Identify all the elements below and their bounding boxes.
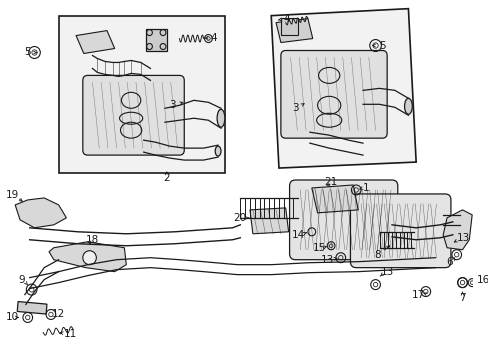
Text: 21: 21 (324, 177, 337, 187)
Text: 3: 3 (169, 100, 176, 110)
Text: 7: 7 (458, 293, 465, 302)
Ellipse shape (217, 109, 224, 127)
Text: 17: 17 (410, 289, 424, 300)
Text: 19: 19 (6, 190, 19, 200)
Text: 11: 11 (63, 329, 77, 339)
Text: 4: 4 (283, 14, 289, 24)
Text: 9: 9 (19, 275, 25, 285)
Bar (145, 28, 166, 50)
Text: 12: 12 (52, 310, 65, 319)
Text: 5: 5 (378, 41, 385, 50)
Text: 2: 2 (163, 173, 170, 183)
Text: 16: 16 (476, 275, 488, 285)
Text: 6: 6 (446, 257, 452, 267)
Polygon shape (311, 185, 357, 213)
Text: 1: 1 (362, 183, 368, 193)
Text: 18: 18 (86, 235, 99, 245)
FancyBboxPatch shape (82, 75, 184, 155)
Text: 3: 3 (291, 103, 298, 113)
Text: 10: 10 (6, 312, 19, 323)
FancyBboxPatch shape (289, 180, 397, 260)
Polygon shape (76, 31, 115, 54)
Text: 13: 13 (380, 267, 393, 276)
Polygon shape (49, 242, 126, 272)
Polygon shape (442, 210, 471, 250)
Ellipse shape (82, 251, 96, 265)
Ellipse shape (215, 146, 221, 156)
Polygon shape (15, 198, 66, 228)
Polygon shape (271, 9, 415, 168)
Ellipse shape (455, 214, 462, 226)
Text: 14: 14 (291, 230, 305, 240)
Text: 5: 5 (24, 48, 31, 58)
Text: 13: 13 (320, 255, 333, 265)
Bar (280, 18, 298, 35)
FancyBboxPatch shape (280, 50, 386, 138)
Polygon shape (249, 208, 288, 234)
Bar (17, 302, 47, 314)
Ellipse shape (404, 98, 411, 114)
Text: 20: 20 (233, 213, 246, 223)
FancyBboxPatch shape (350, 194, 450, 268)
Polygon shape (276, 19, 312, 42)
Text: 13: 13 (456, 233, 469, 243)
Bar (59, 15, 224, 173)
Text: 8: 8 (373, 250, 380, 260)
Text: 4: 4 (209, 32, 216, 42)
Text: 15: 15 (312, 243, 325, 253)
